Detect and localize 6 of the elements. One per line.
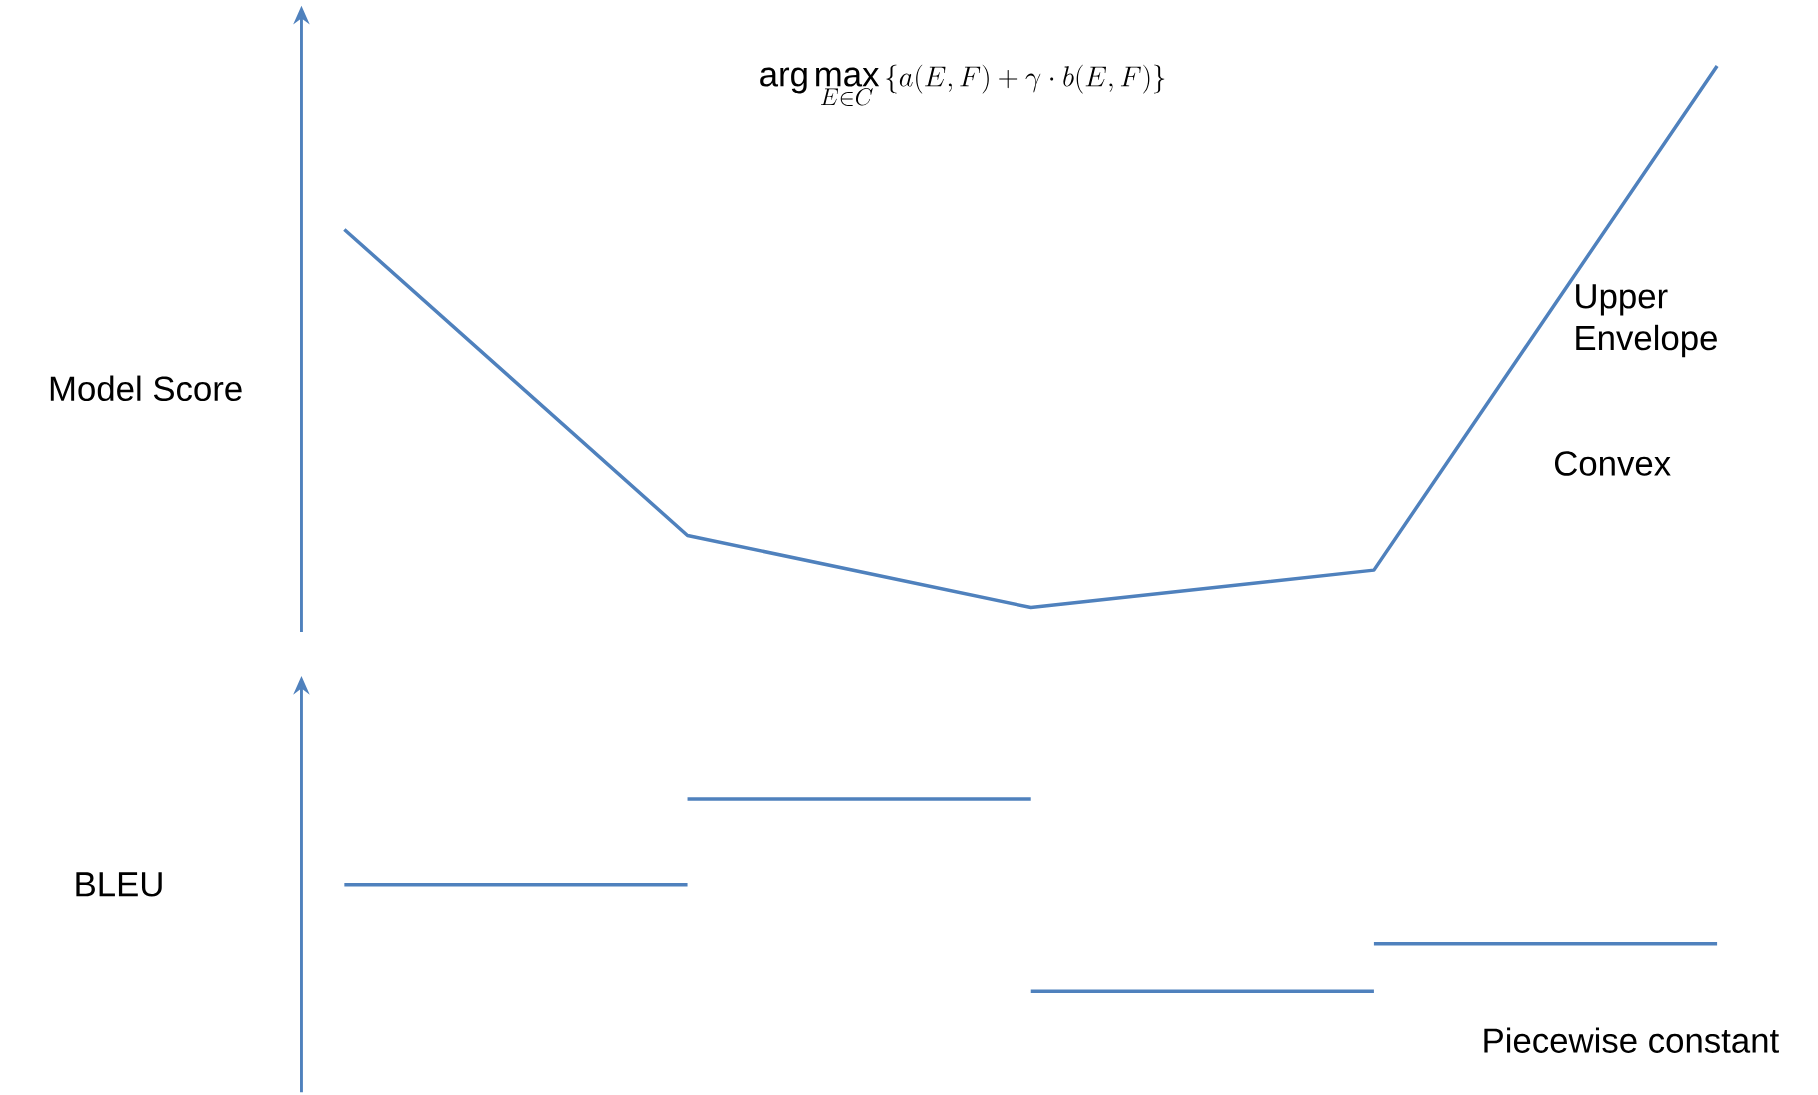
y-axis-title: Model Score	[50, 375, 242, 402]
annotation: Upper Envelope	[1576, 284, 1717, 358]
text: Piecewise constant	[1484, 1027, 1779, 1054]
y-axis-title: BLEU	[76, 872, 162, 897]
text: $\arg\max_{E\in C}\left\{a(E,F)+\gamma\cdot b(E,F)\right\}$	[760, 64, 1165, 107]
annotation: Convex	[1554, 451, 1671, 477]
